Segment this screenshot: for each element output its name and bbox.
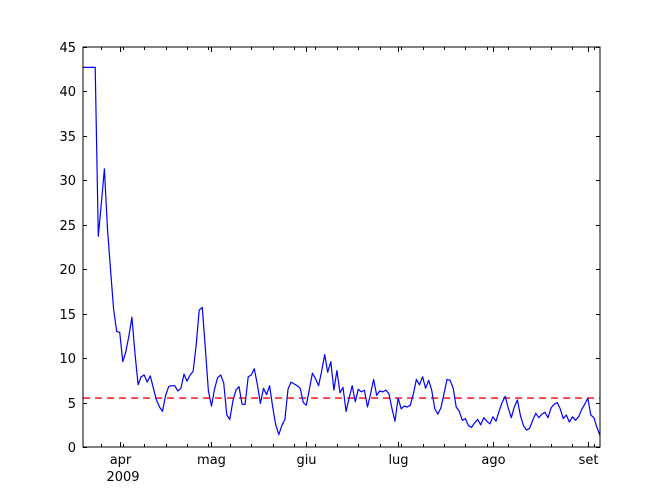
y-tick-label: 20 [59,263,76,278]
x-tick-label: ago [481,453,505,468]
y-tick-label: 35 [59,130,76,145]
y-tick-label: 25 [59,219,76,234]
y-tick-label: 15 [59,308,76,323]
x-tick-label: lug [388,453,408,468]
y-tick-label: 10 [59,352,76,367]
plot-border [82,46,601,448]
y-tick-label: 30 [59,174,76,189]
y-tick-label: 45 [59,41,76,56]
y-tick-label: 40 [59,85,76,100]
x-tick-label: giu [296,453,316,468]
x-axis-year-label: 2009 [106,470,139,485]
x-tick-label: apr [110,453,132,468]
x-tick-label: set [579,453,599,468]
series-line [83,66,601,436]
y-tick-label: 0 [68,441,76,456]
y-tick-label: 5 [68,397,76,412]
x-tick-label: mag [197,453,226,468]
